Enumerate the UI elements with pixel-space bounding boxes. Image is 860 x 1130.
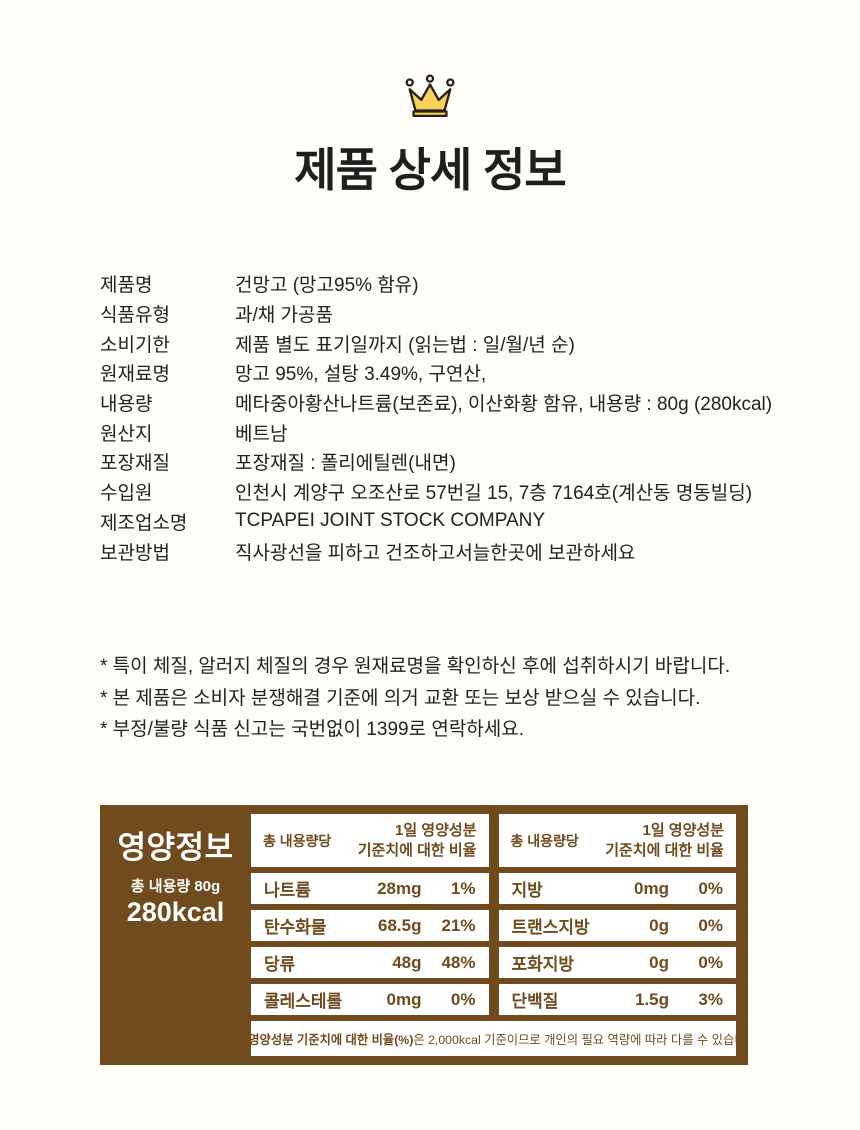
note-report: * 부정/불량 식품 신고는 국번없이 1399로 연락하세요. — [100, 719, 525, 741]
nutrient-name: 단백질 — [511, 992, 559, 1011]
info-value: 인천시 계양구 오조산로 57번길 15, 7층 7164호(계산동 명동빌딩) — [235, 483, 753, 505]
nutrient-amount: 28mg — [377, 878, 422, 898]
info-label: 포장재질 — [100, 453, 170, 475]
nutrient-amount: 0g — [649, 915, 669, 935]
nutrient-percent: 0% — [450, 989, 476, 1009]
info-label: 수입원 — [100, 483, 153, 505]
nutrition-total-amount: 총 내용량 80g — [130, 878, 221, 895]
daily-value-label: 1일 영양성분 기준치에 대한 비율 — [358, 821, 477, 860]
nutrient-name: 콜레스테롤 — [264, 992, 343, 1011]
nutrition-panel: 영양정보 총 내용량 80g 280kcal 총 내용량당 1일 영양성분 기준… — [100, 805, 748, 1065]
daily-value-line1: 1일 영양성분 — [642, 822, 724, 839]
nutrient-amount: 0mg — [386, 989, 422, 1009]
nutrient-percent: 0% — [698, 952, 723, 972]
footnote-bold-part: 1일 영양성분 기준치에 대한 비율(%) — [251, 1032, 414, 1047]
nutrient-name: 탄수화물 — [264, 918, 327, 937]
nutrient-name: 당류 — [264, 955, 296, 974]
nutrient-percent: 1% — [450, 878, 476, 898]
note-allergy: * 특이 체질, 알러지 체질의 경우 원재료명을 확인하신 후에 섭취하시기 … — [100, 656, 731, 677]
info-label: 내용량 — [100, 394, 153, 416]
nutrient-name: 포화지방 — [511, 955, 575, 974]
per-total-amount-label: 총 내용량당 — [263, 832, 332, 849]
info-row-manufacturer: 제조업소명 TCPAPEI JOINT STOCK COMPANY — [100, 507, 850, 537]
nutrient-name: 나트륨 — [264, 881, 311, 900]
nutrition-footnote: 1일 영양성분 기준치에 대한 비율(%)은 2,000kcal 기준이므로 개… — [251, 1021, 736, 1056]
info-row-origin: 원산지 베트남 — [100, 417, 850, 447]
nutrient-name: 트랜스지방 — [511, 918, 590, 937]
disclaimer-notes: * 특이 체질, 알러지 체질의 경우 원재료명을 확인하신 후에 섭취하시기 … — [100, 651, 840, 746]
info-row-storage: 보관방법 직사광선을 피하고 건조하고서늘한곳에 보관하세요 — [100, 536, 850, 566]
nutrient-percent: 48% — [441, 952, 476, 972]
info-row-food-type: 식품유형 과/채 가공품 — [100, 299, 850, 329]
nutrient-amount: 0g — [649, 952, 669, 972]
nutrition-row-sugars: 당류 48g 48% — [251, 947, 489, 978]
info-label: 식품유형 — [100, 305, 170, 327]
note-refund: * 본 제품은 소비자 분쟁해결 기준에 의거 교환 또는 보상 받으실 수 있… — [100, 687, 701, 709]
nutrient-amount: 1.5g — [634, 989, 669, 1009]
page-title: 제품 상세 정보 — [294, 144, 566, 196]
info-value: 메타중아황산나트륨(보존료), 이산화황 함유, 내용량 : 80g (280k… — [235, 394, 773, 416]
nutrition-calories: 280kcal — [126, 897, 225, 927]
nutrient-percent: 0% — [698, 878, 723, 898]
info-value: 베트남 — [235, 423, 288, 445]
daily-value-line2: 기준치에 대한 비율 — [357, 841, 477, 859]
daily-value-label: 1일 영양성분 기준치에 대한 비율 — [605, 821, 724, 860]
per-total-amount-label: 총 내용량당 — [510, 832, 579, 849]
info-label: 보관방법 — [100, 542, 170, 564]
nutrient-name: 지방 — [511, 881, 543, 900]
nutrient-amount: 68.5g — [378, 915, 422, 935]
nutrition-row-cholesterol: 콜레스테롤 0mg 0% — [251, 984, 489, 1015]
nutrition-row-fat: 지방 0mg 0% — [498, 873, 736, 904]
nutrition-row-trans-fat: 트랜스지방 0g 0% — [498, 910, 736, 941]
nutrition-row-sodium: 나트륨 28mg 1% — [251, 873, 489, 904]
nutrition-row-saturated-fat: 포화지방 0g 0% — [498, 947, 736, 978]
info-row-packaging: 포장재질 포장재질 : 폴리에틸렌(내면) — [100, 447, 850, 477]
crown-icon — [401, 72, 459, 127]
info-value: 포장재질 : 폴리에틸렌(내면) — [235, 453, 456, 475]
info-label: 원재료명 — [100, 364, 170, 386]
info-row-product-name: 제품명 건망고 (망고95% 함유) — [100, 269, 850, 299]
nutrition-header-right-group: 총 내용량당 1일 영양성분 기준치에 대한 비율 — [498, 814, 736, 867]
info-value: 제품 별도 표기일까지 (읽는법 : 일/월/년 순) — [235, 334, 575, 356]
footnote-rest-part: 은 2,000kcal 기준이므로 개인의 필요 역량에 따라 다를 수 있습니… — [413, 1032, 736, 1047]
info-value: 직사광선을 피하고 건조하고서늘한곳에 보관하세요 — [235, 542, 636, 564]
info-row-net-content: 내용량 메타중아황산나트륨(보존료), 이산화황 함유, 내용량 : 80g (… — [100, 388, 850, 418]
nutrition-header-left-group: 총 내용량당 1일 영양성분 기준치에 대한 비율 — [251, 814, 489, 867]
nutrient-amount: 48g — [392, 952, 422, 972]
info-value: 과/채 가공품 — [235, 305, 333, 327]
info-row-ingredients: 원재료명 망고 95%, 설탕 3.49%, 구연산, — [100, 358, 850, 388]
nutrient-amount: 0mg — [634, 878, 669, 898]
info-label: 원산지 — [100, 423, 153, 445]
daily-value-line1: 1일 영양성분 — [394, 822, 477, 839]
nutrient-percent: 0% — [698, 915, 723, 935]
info-value: 건망고 (망고95% 함유) — [235, 275, 419, 297]
nutrient-percent: 3% — [698, 989, 723, 1009]
nutrition-row-carbohydrate: 탄수화물 68.5g 21% — [251, 910, 489, 941]
info-label: 제조업소명 — [100, 512, 188, 534]
daily-value-line2: 기준치에 대한 비율 — [605, 841, 724, 859]
product-info-list: 제품명 건망고 (망고95% 함유) 식품유형 과/채 가공품 소비기한 제품 … — [100, 269, 850, 566]
info-row-expiry: 소비기한 제품 별도 표기일까지 (읽는법 : 일/월/년 순) — [100, 328, 850, 358]
info-value: TCPAPEI JOINT STOCK COMPANY — [235, 510, 546, 532]
nutrition-summary: 영양정보 총 내용량 80g 280kcal — [100, 805, 251, 1065]
info-value: 망고 95%, 설탕 3.49%, 구연산, — [235, 364, 487, 386]
info-label: 제품명 — [100, 275, 153, 297]
info-row-importer: 수입원 인천시 계양구 오조산로 57번길 15, 7층 7164호(계산동 명… — [100, 477, 850, 507]
info-label: 소비기한 — [100, 334, 170, 356]
nutrition-table: 총 내용량당 1일 영양성분 기준치에 대한 비율 총 내용량당 1일 영양성분… — [251, 814, 736, 1056]
nutrition-title: 영양정보 — [117, 830, 234, 865]
nutrient-percent: 21% — [441, 915, 476, 935]
nutrition-row-protein: 단백질 1.5g 3% — [498, 984, 736, 1015]
